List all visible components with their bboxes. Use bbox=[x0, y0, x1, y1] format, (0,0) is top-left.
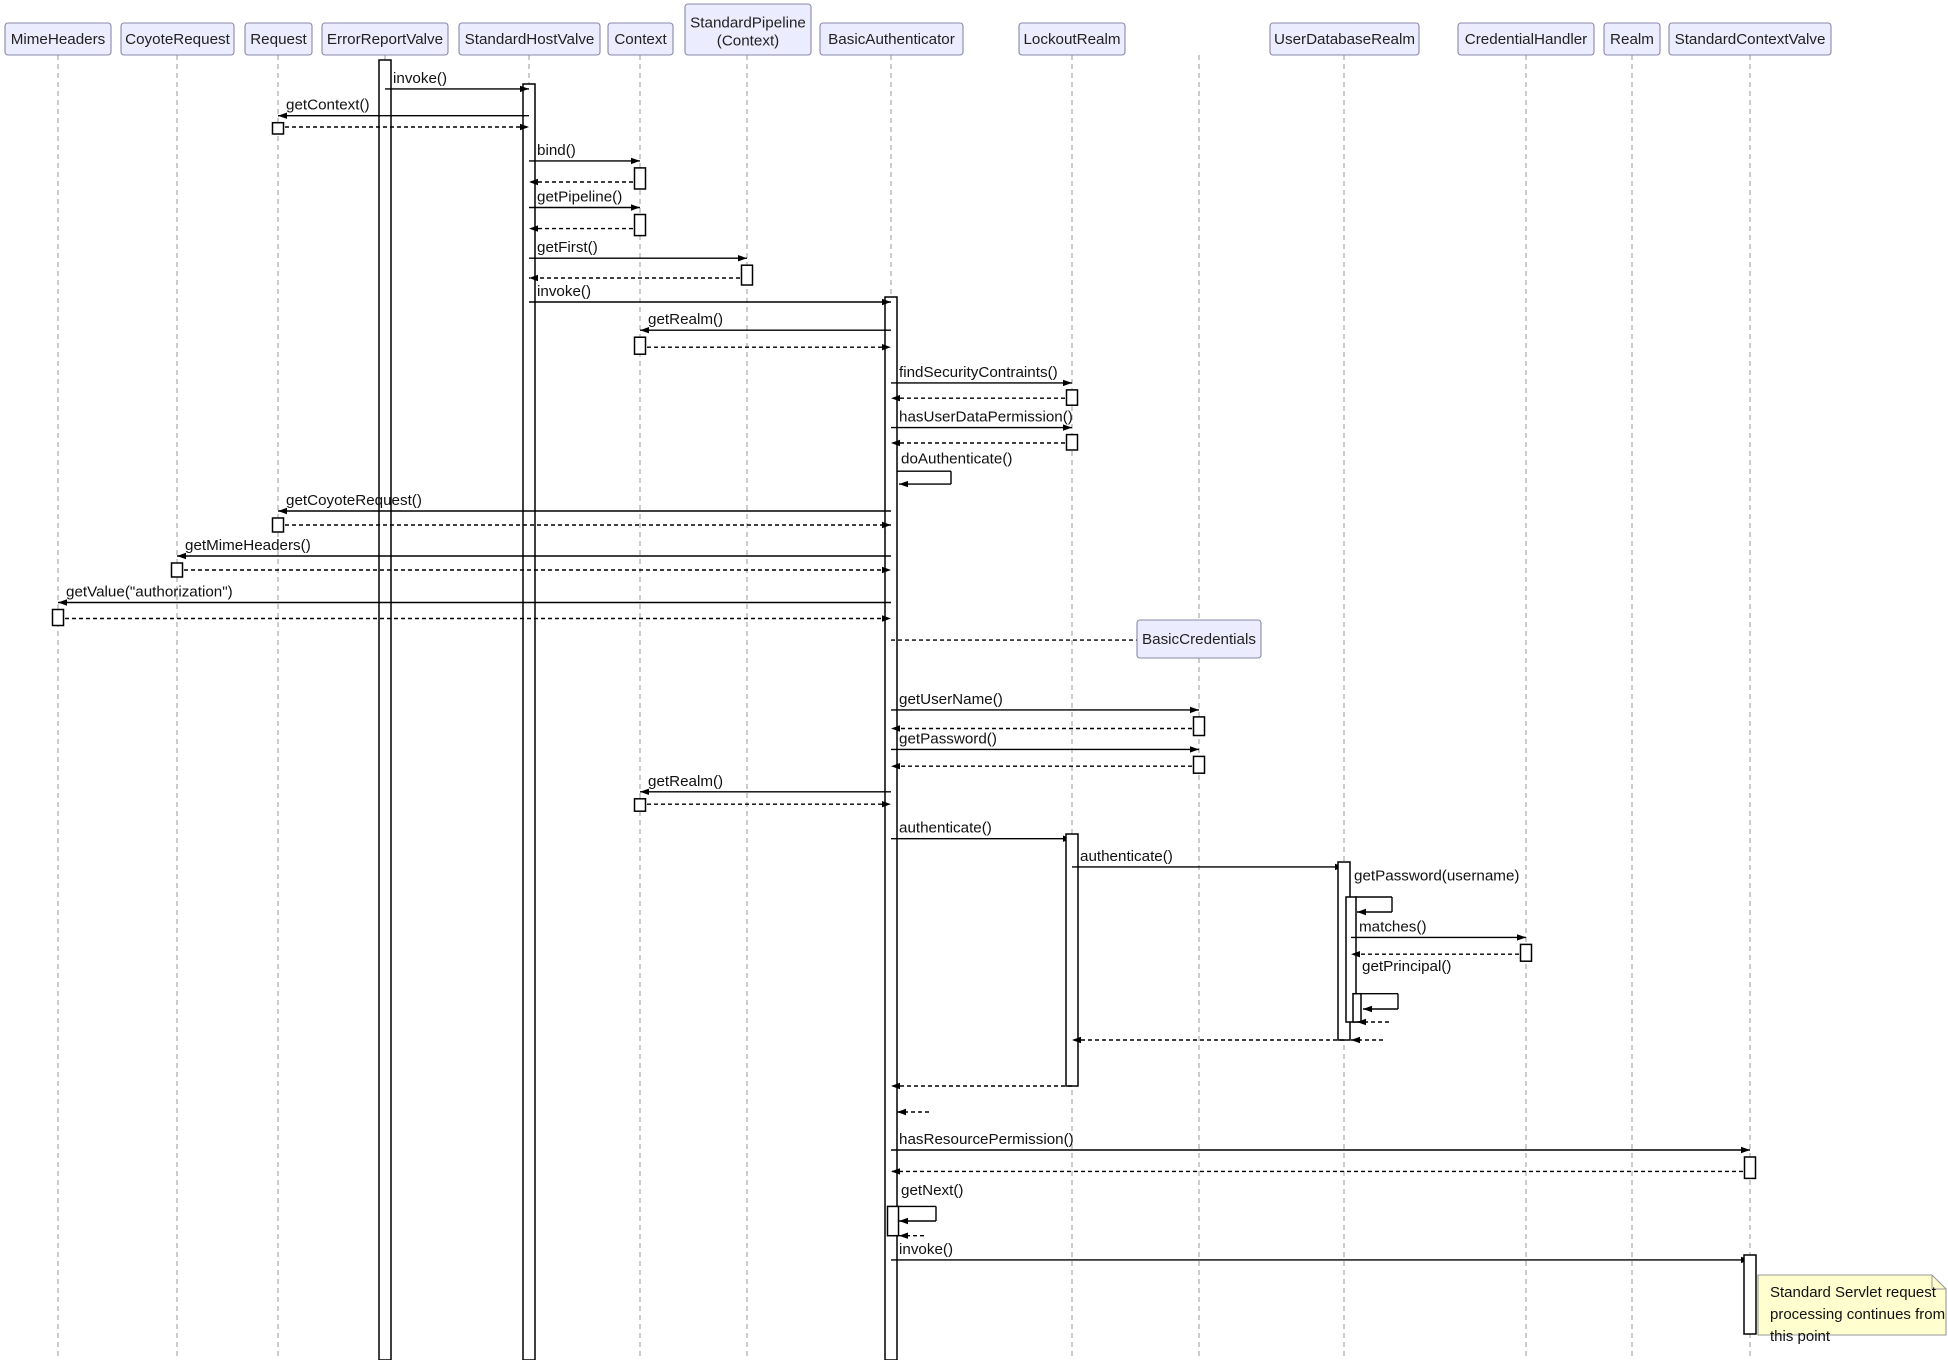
svg-text:authenticate(): authenticate() bbox=[899, 820, 992, 837]
svg-text:MimeHeaders: MimeHeaders bbox=[11, 31, 106, 48]
svg-text:getRealm(): getRealm() bbox=[648, 311, 723, 328]
svg-text:getPassword(username): getPassword(username) bbox=[1354, 868, 1519, 885]
svg-text:invoke(): invoke() bbox=[393, 70, 447, 87]
svg-text:getFirst(): getFirst() bbox=[537, 239, 598, 256]
svg-text:BasicAuthenticator: BasicAuthenticator bbox=[828, 31, 955, 48]
svg-text:StandardPipeline: StandardPipeline bbox=[690, 15, 806, 32]
svg-text:invoke(): invoke() bbox=[537, 283, 591, 300]
svg-text:authenticate(): authenticate() bbox=[1080, 848, 1173, 865]
svg-text:hasResourcePermission(): hasResourcePermission() bbox=[899, 1131, 1074, 1148]
svg-text:matches(): matches() bbox=[1359, 918, 1427, 935]
svg-text:getUserName(): getUserName() bbox=[899, 691, 1003, 708]
svg-text:getPipeline(): getPipeline() bbox=[537, 189, 622, 206]
svg-text:Standard Servlet request: Standard Servlet request bbox=[1770, 1284, 1937, 1301]
svg-text:findSecurityContraints(): findSecurityContraints() bbox=[899, 364, 1058, 381]
svg-text:invoke(): invoke() bbox=[899, 1241, 953, 1258]
svg-text:getContext(): getContext() bbox=[286, 97, 370, 114]
svg-text:CoyoteRequest: CoyoteRequest bbox=[125, 31, 230, 48]
svg-text:Request: Request bbox=[250, 31, 307, 48]
svg-text:hasUserDataPermission(): hasUserDataPermission() bbox=[899, 409, 1073, 426]
svg-text:CredentialHandler: CredentialHandler bbox=[1465, 31, 1587, 48]
svg-text:StandardHostValve: StandardHostValve bbox=[465, 31, 595, 48]
svg-text:getPassword(): getPassword() bbox=[899, 730, 997, 747]
svg-text:Context: Context bbox=[614, 31, 667, 48]
svg-text:BasicCredentials: BasicCredentials bbox=[1142, 631, 1256, 648]
svg-text:getRealm(): getRealm() bbox=[648, 773, 723, 790]
svg-text:getMimeHeaders(): getMimeHeaders() bbox=[185, 537, 311, 554]
svg-text:UserDatabaseRealm: UserDatabaseRealm bbox=[1274, 31, 1415, 48]
svg-text:bind(): bind() bbox=[537, 142, 576, 159]
svg-text:processing continues from: processing continues from bbox=[1770, 1306, 1945, 1323]
svg-text:getValue("authorization"): getValue("authorization") bbox=[66, 584, 233, 601]
svg-text:getCoyoteRequest(): getCoyoteRequest() bbox=[286, 492, 422, 509]
svg-text:Realm: Realm bbox=[1610, 31, 1654, 48]
svg-text:LockoutRealm: LockoutRealm bbox=[1023, 31, 1120, 48]
svg-text:getPrincipal(): getPrincipal() bbox=[1362, 958, 1451, 975]
svg-text:getNext(): getNext() bbox=[901, 1182, 963, 1199]
svg-text:StandardContextValve: StandardContextValve bbox=[1675, 31, 1826, 48]
svg-text:(Context): (Context) bbox=[717, 33, 779, 50]
svg-text:ErrorReportValve: ErrorReportValve bbox=[327, 31, 443, 48]
svg-text:this point: this point bbox=[1770, 1328, 1831, 1345]
svg-text:doAuthenticate(): doAuthenticate() bbox=[901, 451, 1012, 468]
